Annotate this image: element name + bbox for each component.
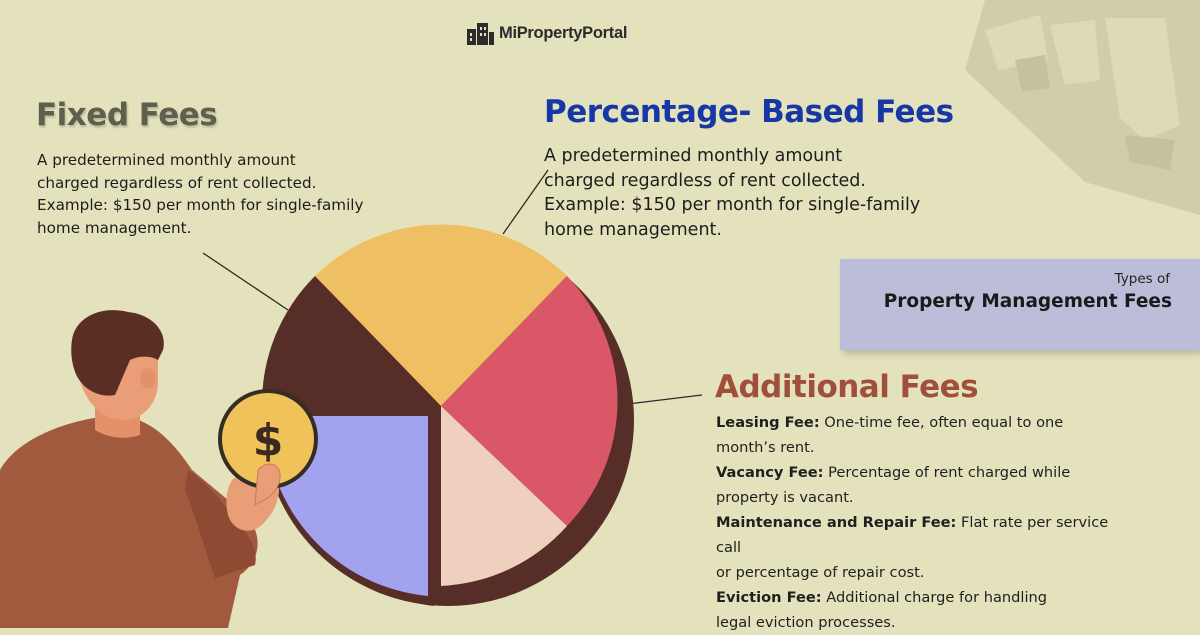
coin-symbol: $ [253,415,284,466]
additional-connector-line [627,394,703,405]
pie-slice-red [441,276,618,526]
percentage-fees-title: Percentage- Based Fees [544,94,954,130]
fee-description: Flat rate per service call [716,514,1109,556]
background-building-detail [985,15,1180,140]
pie-slice-peach [441,406,567,586]
list-item: Maintenance and Repair Fee: Flat rate pe… [716,510,1136,585]
fixed-desc-line: home management. [37,218,192,237]
building-logo-icon [467,23,494,45]
types-label-box: Types of Property Management Fees [840,259,1200,350]
person-fingers [254,463,281,506]
fee-name: Vacancy Fee: [716,464,824,481]
fixed-fees-title: Fixed Fees [36,97,218,133]
list-item: Leasing Fee: One-time fee, often equal t… [716,410,1136,460]
brand-name: MiPropertyPortal [499,23,628,42]
fixed-connector-line [202,252,289,311]
fee-name: Leasing Fee: [716,414,820,431]
fee-name: Eviction Fee: [716,589,822,606]
percentage-desc-line: A predetermined monthly amount [544,146,843,166]
brand-logo: MiPropertyPortal [466,20,627,46]
fixed-desc-line: charged regardless of rent collected. [37,173,317,192]
percentage-desc-line: Example: $150 per month for single-famil… [544,195,921,215]
list-item: Eviction Fee: Additional charge for hand… [716,585,1136,635]
types-label-small: Types of [1114,271,1170,287]
percentage-desc-line: charged regardless of rent collected. [544,170,866,191]
pie-slice-brown [261,276,441,406]
person-ear [140,368,156,388]
person-arm [185,470,256,578]
fee-description: One-time fee, often equal to one [819,414,1064,431]
percentage-fees-description: A predetermined monthly amount charged r… [544,144,974,242]
list-item: Vacancy Fee: Percentage of rent charged … [716,460,1136,510]
fixed-desc-line: Example: $150 per month for single-famil… [37,196,364,214]
background-building-shade [1015,55,1175,170]
person-jacket [0,415,258,628]
percentage-desc-line: home management. [544,219,722,240]
fee-description-continued: legal eviction processes. [716,614,896,631]
fee-description: Percentage of rent charged while [823,464,1071,481]
fee-name: Maintenance and Repair Fee: [716,514,957,531]
fee-description: Additional charge for handling [821,589,1048,606]
fixed-desc-line: A predetermined monthly amount [37,151,296,169]
additional-fees-title: Additional Fees [715,369,979,405]
additional-fees-list: Leasing Fee: One-time fee, often equal t… [716,410,1136,635]
fee-description-continued: property is vacant. [716,489,854,506]
pie-slice-yellow [315,224,567,406]
dollar-coin-icon: $ [218,389,318,489]
fixed-fees-description: A predetermined monthly amount charged r… [37,149,412,239]
person-hair [71,310,164,396]
fee-description-continued: or percentage of repair cost. [716,564,925,581]
fee-description-continued: month’s rent. [716,439,815,456]
person-illustration [0,310,280,628]
types-label-big: Property Management Fees [883,291,1172,312]
percentage-connector-line [502,169,549,235]
